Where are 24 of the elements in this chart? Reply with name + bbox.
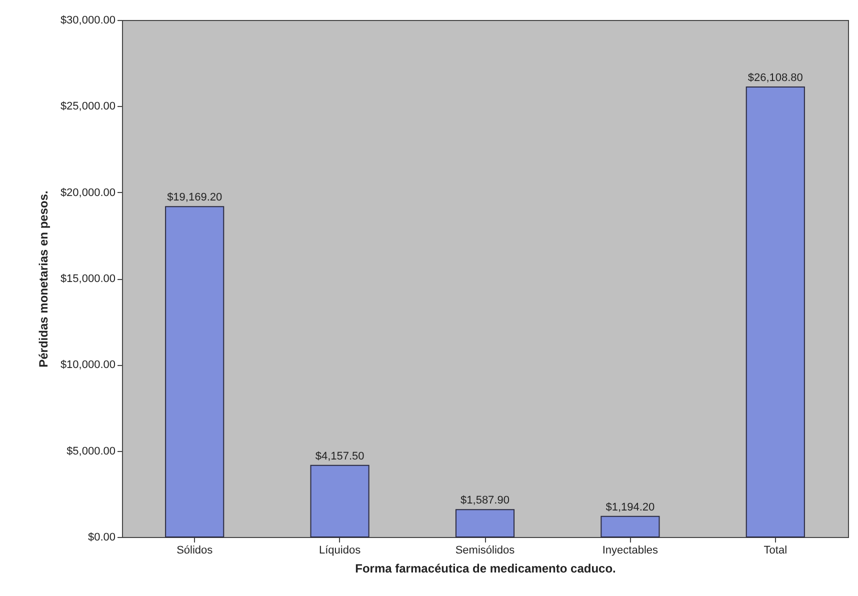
y-tick-label: $5,000.00: [66, 445, 116, 458]
x-axis-title: Forma farmacéutica de medicamento caduco.: [355, 562, 616, 576]
y-tick-label: $20,000.00: [60, 186, 116, 199]
y-axis-title: Pérdidas monetarias en pesos.: [36, 190, 50, 368]
x-tick-label: Inyectables: [602, 544, 659, 556]
bar: [455, 509, 515, 538]
data-label: $1,194.20: [606, 501, 655, 514]
data-label: $4,157.50: [315, 450, 364, 462]
x-tick-label: Líquidos: [319, 544, 362, 556]
x-tick-label: Total: [764, 544, 788, 556]
data-label: $19,169.20: [167, 192, 222, 204]
bar: [746, 86, 805, 538]
y-tick-label: $10,000.00: [60, 359, 116, 372]
y-tick-label: $0.00: [88, 532, 116, 544]
x-tick-label: Semisólidos: [455, 544, 516, 556]
y-tick-label: $30,000.00: [60, 14, 116, 26]
x-tick-label: Sólidos: [176, 544, 214, 556]
data-label: $1,587.90: [460, 494, 510, 507]
data-label: $26,108.80: [748, 72, 803, 84]
y-tick-label: $25,000.00: [60, 100, 116, 113]
bar: [165, 206, 224, 538]
y-tick-label: $15,000.00: [60, 273, 116, 285]
bar: [600, 516, 660, 538]
bar: [310, 464, 370, 538]
